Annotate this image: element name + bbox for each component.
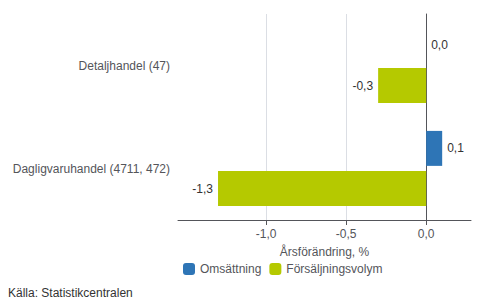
svg-text:Omsättning: Omsättning <box>200 262 261 276</box>
svg-text:Källa: Statistikcentralen: Källa: Statistikcentralen <box>8 286 133 300</box>
svg-text:Försäljningsvolym: Försäljningsvolym <box>286 262 382 276</box>
svg-text:-0,5: -0,5 <box>336 227 357 241</box>
svg-text:0,1: 0,1 <box>447 141 464 155</box>
svg-text:Årsförändring, %: Årsförändring, % <box>280 244 370 259</box>
svg-text:0,0: 0,0 <box>418 227 435 241</box>
svg-text:-0,3: -0,3 <box>352 79 373 93</box>
svg-text:0,0: 0,0 <box>431 38 448 52</box>
svg-text:Detaljhandel (47): Detaljhandel (47) <box>79 59 170 73</box>
svg-text:-1,0: -1,0 <box>256 227 277 241</box>
svg-text:Dagligvaruhandel (4711, 472): Dagligvaruhandel (4711, 472) <box>13 162 170 176</box>
svg-text:-1,3: -1,3 <box>192 182 213 196</box>
